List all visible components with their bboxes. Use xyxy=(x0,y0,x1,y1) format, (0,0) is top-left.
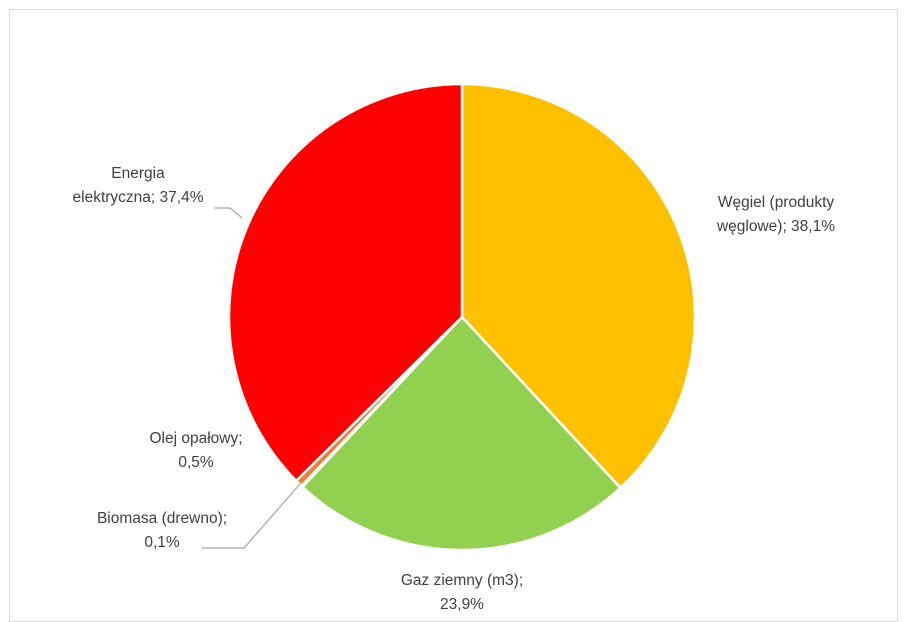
pie-slices xyxy=(227,82,697,552)
data-label-line: Węgiel (produkty xyxy=(718,194,835,211)
pie-slice-gaz-ziemny-m3 xyxy=(301,315,622,552)
data-label-energia-elektryczna: Energia elektryczna; 37,4% xyxy=(73,165,204,206)
data-label-line: 23,9% xyxy=(440,596,484,613)
pie-slice-wegiel-produkty-weglowe xyxy=(460,82,697,490)
leader-line-biomasa-drewno xyxy=(202,483,301,549)
leader-lines xyxy=(202,207,301,549)
pie-slice-energia-elektryczna xyxy=(227,82,464,482)
data-label-biomasa-drewno: Biomasa (drewno); 0,1% xyxy=(97,510,227,551)
data-label-line: Gaz ziemny (m3); xyxy=(401,572,523,589)
data-label-line: Olej opałowy; xyxy=(149,430,242,447)
data-label-line: Energia xyxy=(111,165,165,182)
data-label-olej-opalowy: Olej opałowy; 0,5% xyxy=(149,430,242,471)
data-label-line: 0,1% xyxy=(144,534,180,551)
data-label-line: 0,5% xyxy=(178,454,214,471)
data-label-line: elektryczna; 37,4% xyxy=(73,189,204,206)
leader-line-energia-elektryczna xyxy=(214,207,243,219)
data-labels: Węgiel (produkty węglowe); 38,1% Gaz ziemn… xyxy=(73,165,836,613)
data-label-line: węglowe); 38,1% xyxy=(716,218,835,235)
data-label-wegiel-produkty-weglowe: Węgiel (produkty węglowe); 38,1% xyxy=(716,194,835,235)
data-label-gaz-ziemny-m3: Gaz ziemny (m3); 23,9% xyxy=(401,572,523,613)
data-label-line: Biomasa (drewno); xyxy=(97,510,227,527)
